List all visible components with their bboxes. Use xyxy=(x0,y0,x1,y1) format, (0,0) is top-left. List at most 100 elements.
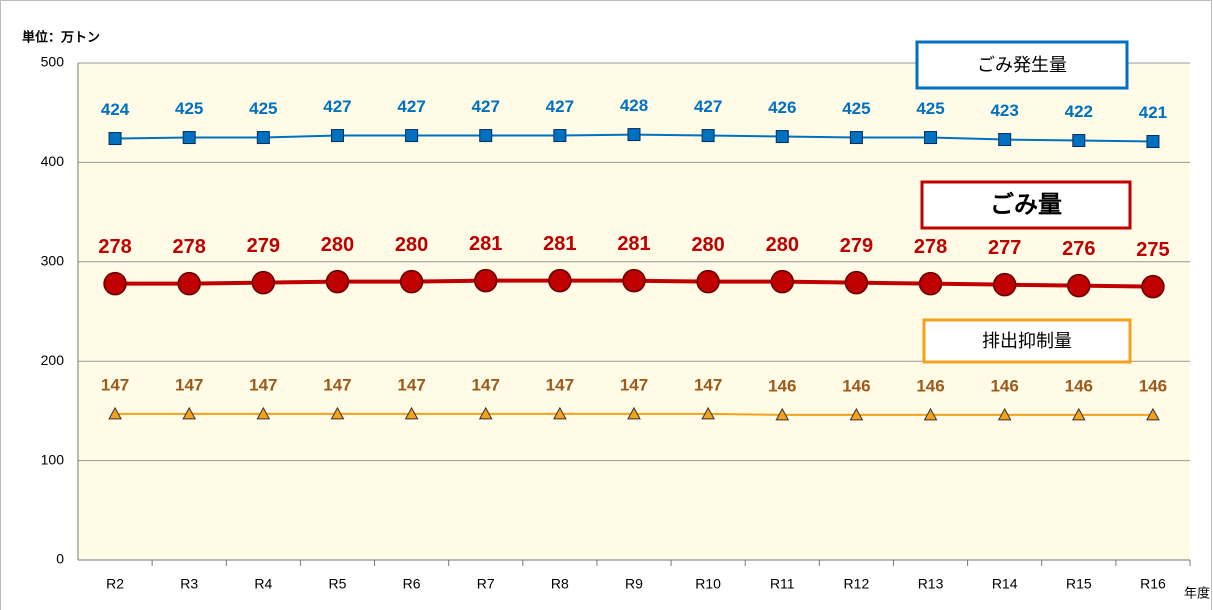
data-label: 147 xyxy=(323,375,351,394)
x-axis-label: 年度 xyxy=(1184,585,1210,600)
data-label: 147 xyxy=(472,375,500,394)
legend-box xyxy=(915,40,1129,90)
data-label: 147 xyxy=(694,375,722,394)
data-label: 427 xyxy=(694,97,722,116)
marker xyxy=(1071,407,1086,421)
data-label: 280 xyxy=(766,234,799,256)
data-label: 281 xyxy=(543,233,576,255)
data-label: 425 xyxy=(249,99,277,118)
data-label: 278 xyxy=(98,236,131,258)
data-label: 425 xyxy=(842,99,870,118)
x-tick-label: R3 xyxy=(180,576,198,592)
marker xyxy=(256,406,271,420)
marker xyxy=(924,131,938,145)
data-label: 421 xyxy=(1139,103,1167,122)
data-label: 280 xyxy=(321,234,354,256)
marker xyxy=(701,406,715,420)
x-tick-label: R7 xyxy=(477,576,495,592)
data-label: 427 xyxy=(472,97,500,116)
data-label: 425 xyxy=(175,99,203,118)
marker xyxy=(998,133,1012,147)
marker xyxy=(473,268,498,293)
marker xyxy=(696,269,720,294)
x-tick-label: R11 xyxy=(770,576,795,592)
marker xyxy=(251,270,276,295)
legend-box xyxy=(920,180,1132,230)
y-tick-label: 200 xyxy=(41,352,65,368)
marker xyxy=(775,407,790,421)
marker xyxy=(1146,135,1160,149)
x-tick-label: R2 xyxy=(106,576,124,592)
marker xyxy=(548,268,572,293)
x-tick-label: R14 xyxy=(992,576,1018,592)
marker xyxy=(479,129,493,143)
y-tick-label: 300 xyxy=(41,253,65,269)
y-tick-label: 500 xyxy=(41,54,65,70)
marker xyxy=(849,131,863,145)
data-label: 427 xyxy=(397,97,425,116)
data-label: 424 xyxy=(101,100,130,119)
x-tick-label: R12 xyxy=(844,576,870,592)
marker xyxy=(627,406,641,420)
data-label: 147 xyxy=(546,375,574,394)
data-label: 280 xyxy=(691,234,724,256)
data-label: 279 xyxy=(247,235,280,257)
data-label: 146 xyxy=(768,376,796,395)
x-tick-label: R4 xyxy=(254,576,272,592)
marker xyxy=(553,129,567,143)
x-tick-label: R15 xyxy=(1066,576,1092,592)
x-tick-label: R8 xyxy=(551,576,569,592)
data-label: 147 xyxy=(620,375,648,394)
data-label: 422 xyxy=(1065,102,1093,121)
marker xyxy=(478,406,493,420)
legend-label: ごみ発生量 xyxy=(977,55,1067,75)
y-tick-label: 0 xyxy=(56,551,64,567)
marker xyxy=(553,406,567,420)
data-label: 278 xyxy=(173,236,206,258)
x-tick-label: R16 xyxy=(1140,576,1166,592)
marker xyxy=(404,406,419,420)
data-label: 277 xyxy=(988,237,1021,259)
data-label: 279 xyxy=(840,235,873,257)
marker xyxy=(256,131,270,145)
data-label: 427 xyxy=(323,97,351,116)
y-tick-label: 400 xyxy=(41,153,65,169)
data-label: 281 xyxy=(469,233,502,255)
marker xyxy=(997,407,1012,421)
unit-label: 単位：万トン xyxy=(22,29,100,44)
legend-label: 排出抑制量 xyxy=(982,331,1072,351)
data-label: 425 xyxy=(916,99,944,118)
marker xyxy=(330,129,344,143)
marker xyxy=(1141,274,1165,299)
marker xyxy=(992,272,1017,297)
marker xyxy=(1146,407,1160,421)
data-label: 427 xyxy=(546,97,574,116)
marker xyxy=(849,407,864,421)
marker xyxy=(330,406,345,420)
x-tick-label: R6 xyxy=(403,576,421,592)
marker xyxy=(182,131,196,145)
marker xyxy=(399,269,424,294)
data-label: 147 xyxy=(249,375,277,394)
marker xyxy=(622,268,646,293)
data-label: 147 xyxy=(175,375,203,394)
marker xyxy=(1072,134,1086,148)
data-label: 426 xyxy=(768,98,796,117)
y-tick-label: 100 xyxy=(41,451,65,467)
data-label: 276 xyxy=(1062,238,1095,260)
marker xyxy=(918,271,943,296)
data-label: 146 xyxy=(1139,376,1167,395)
data-label: 280 xyxy=(395,234,428,256)
data-label: 281 xyxy=(617,233,650,255)
marker xyxy=(182,406,197,420)
data-label: 147 xyxy=(397,375,425,394)
marker xyxy=(103,271,127,296)
marker xyxy=(325,269,350,294)
marker xyxy=(177,271,201,296)
x-tick-label: R5 xyxy=(329,576,347,592)
x-tick-label: R9 xyxy=(625,576,643,592)
marker xyxy=(775,130,789,144)
marker xyxy=(405,129,419,143)
x-tick-label: R10 xyxy=(695,576,721,592)
